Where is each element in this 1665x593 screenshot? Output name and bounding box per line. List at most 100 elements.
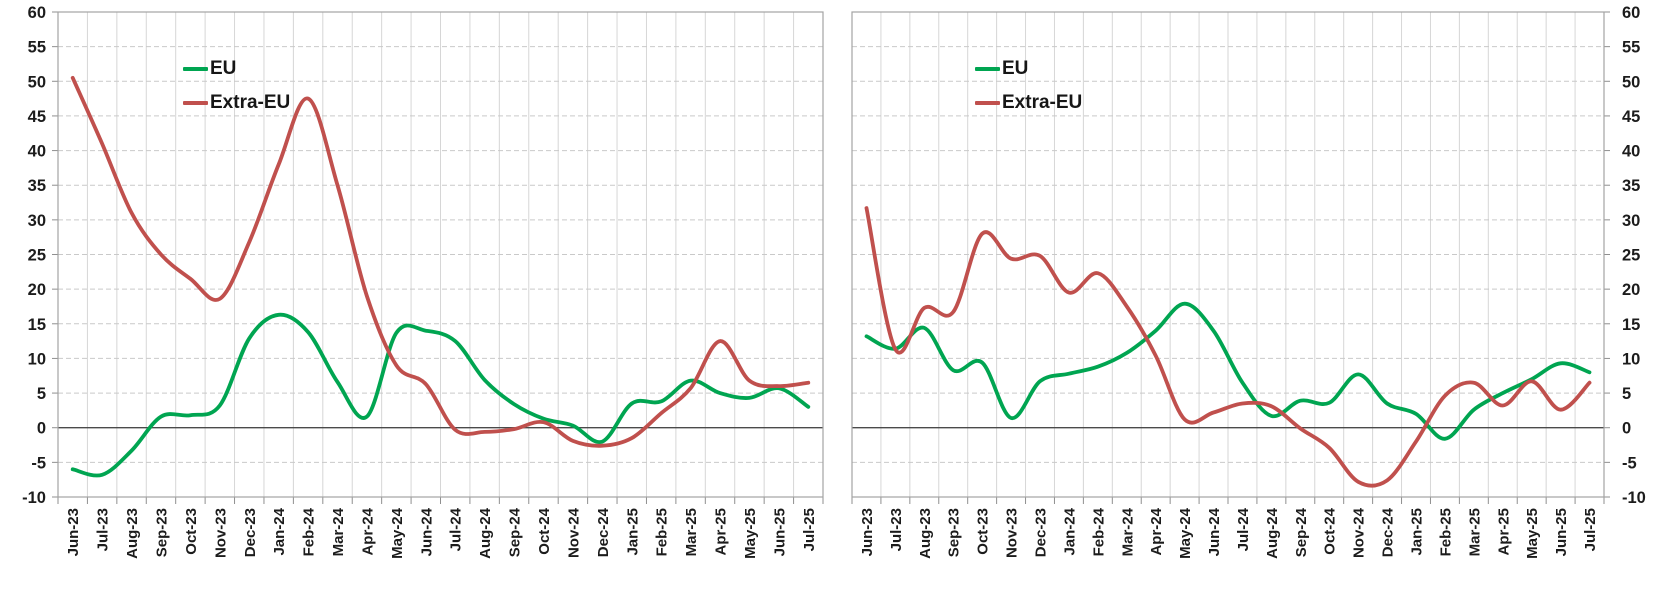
svg-text:-5: -5 [1622, 454, 1637, 472]
eu-line-swatch [183, 67, 208, 71]
svg-text:May-25: May-25 [742, 508, 759, 559]
svg-text:55: 55 [28, 39, 46, 57]
legend-label-extra-eu: Extra-EU [210, 92, 291, 113]
svg-text:Oct-24: Oct-24 [1322, 507, 1339, 554]
svg-text:45: 45 [1622, 108, 1640, 126]
svg-text:Oct-23: Oct-23 [975, 508, 992, 555]
svg-text:50: 50 [28, 73, 46, 91]
svg-text:25: 25 [28, 247, 46, 265]
svg-text:35: 35 [1622, 177, 1640, 195]
svg-text:30: 30 [1622, 212, 1640, 230]
svg-text:Mar-24: Mar-24 [330, 507, 347, 556]
svg-text:Feb-25: Feb-25 [654, 508, 671, 556]
svg-text:60: 60 [28, 4, 46, 22]
svg-text:Jun-23: Jun-23 [859, 508, 876, 556]
svg-text:Jul-25: Jul-25 [801, 508, 818, 551]
svg-text:Apr-24: Apr-24 [1148, 507, 1165, 555]
svg-text:60: 60 [1622, 4, 1640, 22]
svg-text:Jul-24: Jul-24 [448, 507, 465, 551]
svg-text:Dec-23: Dec-23 [1033, 508, 1050, 557]
svg-text:30: 30 [28, 212, 46, 230]
svg-text:Jul-23: Jul-23 [95, 508, 112, 551]
svg-text:Jul-25: Jul-25 [1582, 508, 1599, 551]
svg-text:Sep-23: Sep-23 [153, 508, 170, 557]
svg-text:Aug-23: Aug-23 [124, 508, 141, 559]
svg-text:Aug-23: Aug-23 [917, 508, 934, 559]
svg-text:Mar-25: Mar-25 [683, 508, 700, 556]
svg-text:Nov-24: Nov-24 [1351, 507, 1368, 558]
svg-text:Jun-24: Jun-24 [1206, 507, 1223, 556]
svg-text:45: 45 [28, 108, 46, 126]
svg-text:Sep-24: Sep-24 [507, 507, 524, 557]
svg-text:May-24: May-24 [1177, 507, 1194, 559]
svg-text:Oct-23: Oct-23 [183, 508, 200, 555]
svg-text:Apr-25: Apr-25 [1495, 508, 1512, 556]
svg-text:40: 40 [28, 143, 46, 161]
svg-text:Oct-24: Oct-24 [536, 507, 553, 554]
svg-text:Aug-24: Aug-24 [477, 507, 494, 558]
svg-text:Jun-25: Jun-25 [1553, 508, 1570, 556]
svg-text:10: 10 [1622, 350, 1640, 368]
svg-text:Jan-25: Jan-25 [1409, 508, 1426, 556]
svg-text:40: 40 [1622, 143, 1640, 161]
svg-text:Feb-25: Feb-25 [1437, 508, 1454, 556]
legend-item-extra-eu: Extra-EU [183, 92, 290, 114]
svg-text:Dec-24: Dec-24 [1380, 507, 1397, 557]
svg-text:Aug-24: Aug-24 [1264, 507, 1281, 558]
legend-item-eu: EU [183, 58, 290, 80]
svg-text:Apr-24: Apr-24 [359, 507, 376, 555]
svg-text:-5: -5 [31, 454, 46, 472]
legend-label-eu: EU [210, 58, 237, 79]
svg-text:Nov-23: Nov-23 [212, 508, 229, 558]
legend-label-extra-eu: Extra-EU [1002, 92, 1083, 113]
right-chart-legend: EU Extra-EU [975, 58, 1082, 114]
svg-text:Jun-23: Jun-23 [65, 508, 82, 556]
svg-text:Jul-23: Jul-23 [888, 508, 905, 551]
svg-text:0: 0 [1622, 420, 1631, 438]
svg-text:Feb-24: Feb-24 [1090, 507, 1107, 556]
svg-text:5: 5 [37, 385, 46, 403]
extra-eu-line-swatch [183, 101, 208, 105]
svg-text:Mar-25: Mar-25 [1466, 508, 1483, 556]
svg-text:May-25: May-25 [1524, 508, 1541, 559]
svg-text:Apr-25: Apr-25 [713, 508, 730, 556]
svg-text:Jul-24: Jul-24 [1235, 507, 1252, 551]
svg-text:Jun-25: Jun-25 [771, 508, 788, 556]
svg-text:15: 15 [1622, 316, 1640, 334]
extra-eu-line-swatch [975, 101, 1000, 105]
svg-text:Jan-24: Jan-24 [1061, 507, 1078, 555]
legend-item-eu: EU [975, 58, 1082, 80]
legend-label-eu: EU [1002, 58, 1029, 79]
svg-text:20: 20 [1622, 281, 1640, 299]
svg-text:Sep-24: Sep-24 [1293, 507, 1310, 557]
svg-text:-10: -10 [22, 489, 46, 507]
svg-text:50: 50 [1622, 73, 1640, 91]
svg-text:Jun-24: Jun-24 [418, 507, 435, 556]
svg-text:Feb-24: Feb-24 [301, 507, 318, 556]
svg-text:Jan-24: Jan-24 [271, 507, 288, 555]
svg-text:15: 15 [28, 316, 46, 334]
svg-text:5: 5 [1622, 385, 1631, 403]
svg-text:0: 0 [37, 420, 46, 438]
svg-text:-10: -10 [1622, 489, 1646, 507]
svg-text:10: 10 [28, 350, 46, 368]
svg-text:Dec-24: Dec-24 [595, 507, 612, 557]
svg-text:Sep-23: Sep-23 [946, 508, 963, 557]
svg-text:20: 20 [28, 281, 46, 299]
eu-line-swatch [975, 67, 1000, 71]
svg-text:Dec-23: Dec-23 [242, 508, 259, 557]
svg-text:Jan-25: Jan-25 [624, 508, 641, 556]
svg-text:May-24: May-24 [389, 507, 406, 559]
legend-item-extra-eu: Extra-EU [975, 92, 1082, 114]
svg-text:35: 35 [28, 177, 46, 195]
svg-text:Nov-23: Nov-23 [1004, 508, 1021, 558]
left-chart-legend: EU Extra-EU [183, 58, 290, 114]
svg-text:Mar-24: Mar-24 [1119, 507, 1136, 556]
svg-text:Nov-24: Nov-24 [565, 507, 582, 558]
svg-text:55: 55 [1622, 39, 1640, 57]
svg-text:25: 25 [1622, 247, 1640, 265]
